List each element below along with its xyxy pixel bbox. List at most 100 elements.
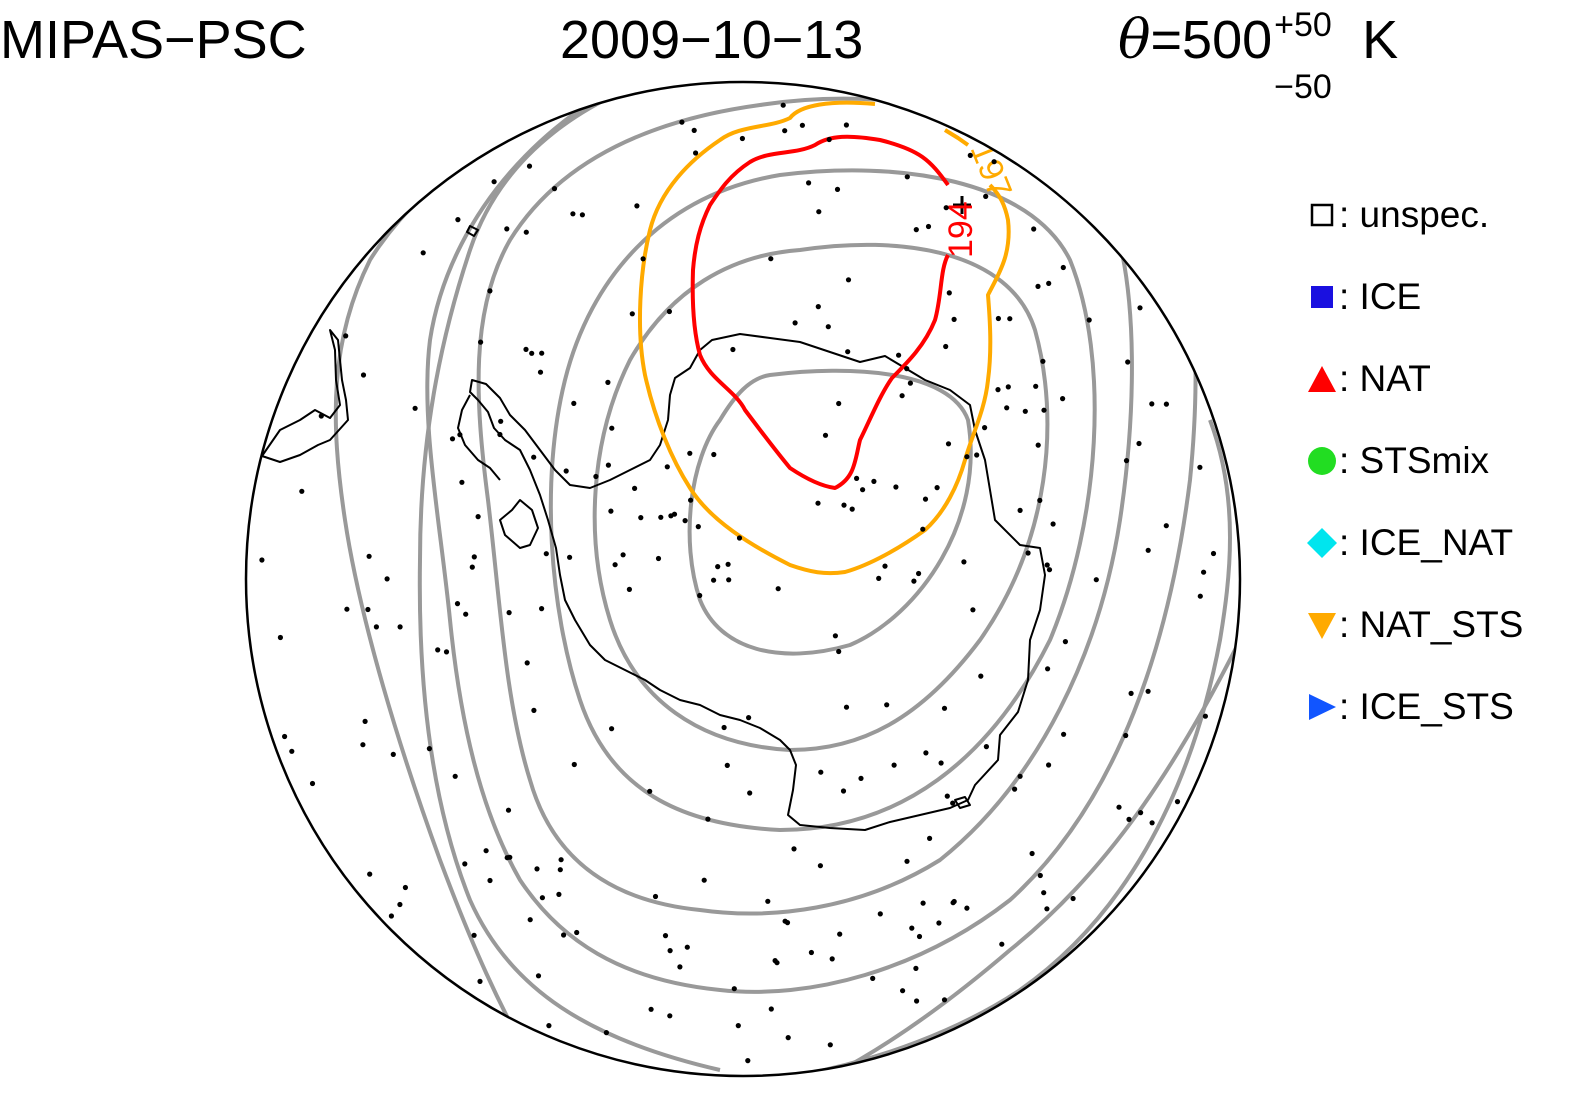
measurement-point xyxy=(609,425,615,431)
coastline xyxy=(261,225,1046,831)
measurement-point xyxy=(1046,567,1053,573)
measurement-point xyxy=(907,380,914,386)
measurement-point xyxy=(827,1042,833,1048)
measurement-point xyxy=(739,135,746,142)
peninsula-coast xyxy=(457,394,501,481)
open-square-icon xyxy=(1310,203,1334,227)
measurement-point xyxy=(730,346,736,353)
measurement-point xyxy=(457,432,463,438)
measurement-point xyxy=(705,816,711,822)
measurement-point xyxy=(655,555,662,562)
measurement-point xyxy=(747,790,753,796)
measurement-point xyxy=(367,871,373,877)
measurement-point xyxy=(1116,804,1122,810)
measurement-point xyxy=(388,913,394,919)
measurement-point xyxy=(792,320,798,326)
measurement-point xyxy=(904,174,910,180)
measurement-point xyxy=(876,575,882,582)
antarctica-coast xyxy=(469,333,1046,831)
measurement-point xyxy=(526,163,533,169)
measurement-point xyxy=(1033,383,1039,389)
measurement-point xyxy=(782,128,788,134)
triangle-down-icon xyxy=(1308,613,1336,639)
measurement-point xyxy=(982,425,988,431)
orange-contour-197 xyxy=(637,100,1011,576)
measurement-point xyxy=(941,997,948,1003)
measurement-point xyxy=(834,186,841,192)
measurement-point xyxy=(995,387,1001,393)
measurement-point xyxy=(648,1006,654,1012)
measurement-point xyxy=(612,562,618,568)
measurement-point xyxy=(309,780,316,787)
measurement-point xyxy=(775,586,781,592)
measurement-point xyxy=(978,673,984,679)
measurement-point xyxy=(662,933,669,939)
legend-item: : ICE xyxy=(1305,272,1585,322)
measurement-point xyxy=(914,998,920,1004)
measurement-point xyxy=(936,920,942,926)
measurement-point xyxy=(840,788,847,794)
measurement-point xyxy=(452,773,458,779)
measurement-point xyxy=(1201,569,1207,575)
measurement-point xyxy=(539,606,545,612)
grey-contour xyxy=(333,82,641,1076)
measurement-point xyxy=(259,557,265,563)
measurement-point xyxy=(1017,507,1023,513)
measurement-point xyxy=(837,931,843,937)
measurement-point xyxy=(995,315,1002,322)
grey-contour xyxy=(687,368,973,656)
measurement-point xyxy=(774,960,780,966)
measurement-point xyxy=(1210,550,1217,557)
legend-label: : ICE_NAT xyxy=(1339,522,1514,563)
measurement-point xyxy=(362,718,368,725)
measurement-point xyxy=(478,339,484,345)
measurement-point xyxy=(289,748,295,754)
red-contour-label: 194 xyxy=(942,201,980,258)
measurement-point xyxy=(629,311,635,317)
measurement-point xyxy=(845,277,852,283)
measurement-point xyxy=(603,1030,610,1036)
measurement-point xyxy=(608,508,614,514)
measurement-point xyxy=(343,333,349,339)
date-title: 2009−10−13 xyxy=(560,10,864,70)
measurement-point xyxy=(491,179,497,185)
measurement-point xyxy=(454,601,461,607)
measurement-point xyxy=(860,487,866,493)
measurement-point xyxy=(563,468,569,474)
measurement-point xyxy=(818,769,824,775)
measurement-point xyxy=(360,742,366,748)
measurement-point xyxy=(768,256,774,262)
measurement-point xyxy=(531,707,537,714)
measurement-point xyxy=(891,762,897,768)
measurement-point xyxy=(1046,762,1052,768)
measurement-point xyxy=(471,554,477,560)
measurement-point xyxy=(1031,226,1037,232)
legend-label: : NAT xyxy=(1339,358,1431,399)
measurement-point xyxy=(1040,358,1046,364)
measurement-point xyxy=(920,526,926,532)
measurement-point xyxy=(1070,895,1076,902)
red-contour-194 xyxy=(690,134,950,490)
measurement-point xyxy=(785,1035,791,1041)
measurement-point xyxy=(896,352,902,358)
measurement-point xyxy=(946,290,952,296)
measurement-point xyxy=(1044,562,1050,568)
measurement-point xyxy=(843,122,850,128)
measurement-point xyxy=(1045,666,1051,672)
measurement-point xyxy=(469,564,475,570)
measurement-point xyxy=(647,788,653,794)
measurement-point xyxy=(558,857,564,863)
grey-contour xyxy=(425,82,1198,994)
measurement-point xyxy=(951,316,957,322)
measurement-point xyxy=(829,956,835,962)
measurement-point xyxy=(1138,810,1144,816)
south-america-tip xyxy=(261,329,349,463)
measurement-point xyxy=(679,119,685,125)
measurement-point xyxy=(1136,440,1142,447)
measurement-point xyxy=(1197,593,1203,599)
measurement-point xyxy=(632,485,638,491)
measurement-point xyxy=(904,858,910,864)
measurement-point xyxy=(1062,639,1068,645)
measurement-point xyxy=(477,978,483,985)
measurement-point xyxy=(724,762,730,769)
